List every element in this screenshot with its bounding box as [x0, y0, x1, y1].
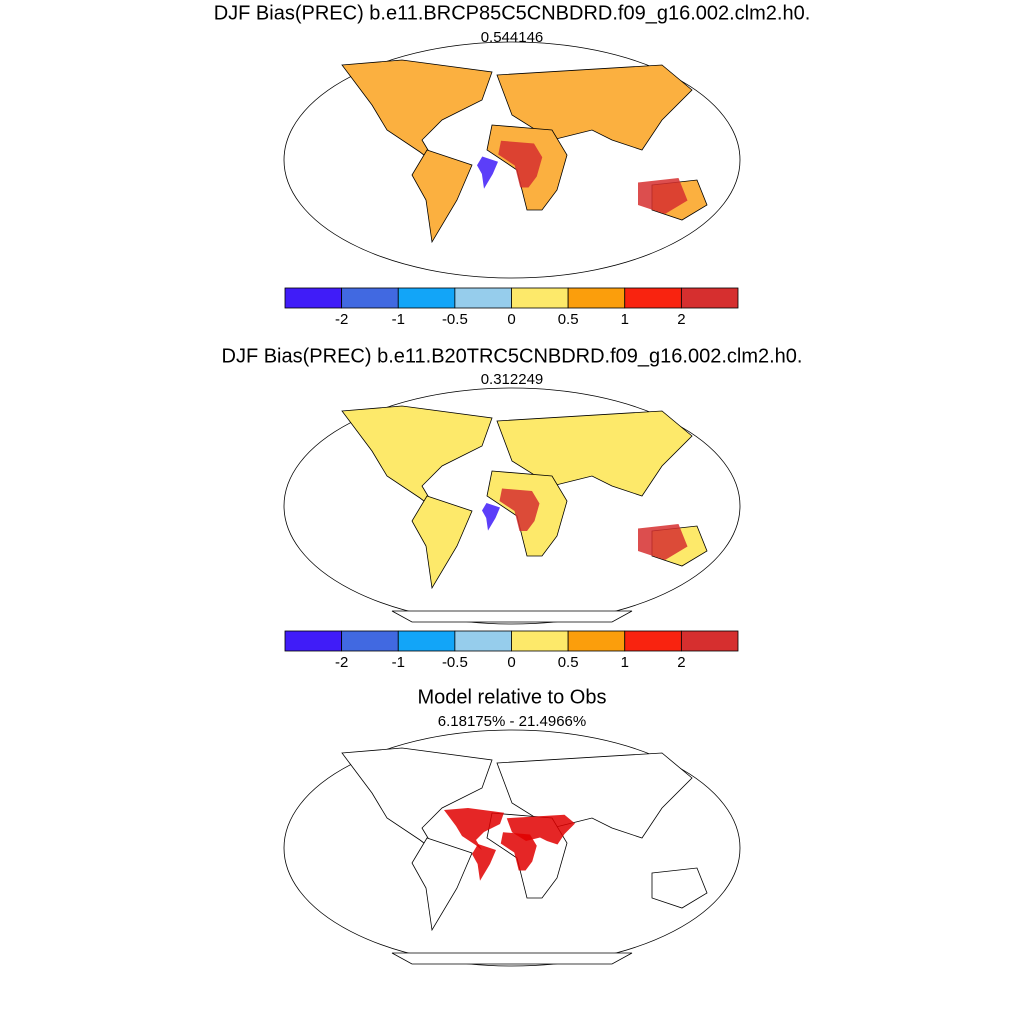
panel-subtitle: 0.544146: [481, 29, 544, 46]
colorbar-label: 2: [677, 654, 685, 671]
panel-title: DJF Bias(PREC) b.e11.B20TRC5CNBDRD.f09_g…: [222, 345, 803, 367]
colorbar-label: -1: [392, 654, 405, 671]
colorbar-label: -2: [335, 654, 348, 671]
colorbar-box: [624, 630, 682, 652]
colorbar-label: 2: [677, 311, 685, 328]
map: [283, 41, 741, 279]
colorbar-box: [454, 630, 512, 652]
colorbar-box: [397, 287, 456, 309]
panel-title: Model relative to Obs: [418, 686, 607, 708]
colorbar-label: 0: [507, 654, 515, 671]
colorbar-box: [567, 287, 626, 309]
colorbar-box: [284, 287, 343, 309]
map: [283, 387, 741, 625]
antarctica: [391, 610, 633, 623]
colorbar-label: 0.5: [558, 654, 579, 671]
panel-title: DJF Bias(PREC) b.e11.BRCP85C5CNBDRD.f09_…: [214, 2, 811, 24]
colorbar-label: -0.5: [442, 311, 468, 328]
panel-subtitle: 0.312249: [481, 371, 544, 388]
panel-subtitle: 6.18175% - 21.4966%: [438, 713, 586, 730]
antarctica: [391, 952, 633, 965]
colorbar-box: [397, 630, 456, 652]
colorbar-label: 1: [621, 311, 629, 328]
colorbar-box: [511, 287, 569, 309]
colorbar-box: [680, 287, 739, 309]
colorbar-box: [341, 287, 399, 309]
colorbar-box: [341, 630, 399, 652]
colorbar-box: [624, 287, 682, 309]
colorbar-label: 0: [507, 311, 515, 328]
colorbar-box: [284, 630, 343, 652]
colorbar-box: [567, 630, 626, 652]
colorbar-box: [511, 630, 569, 652]
map: [283, 729, 741, 967]
colorbar-label: -0.5: [442, 654, 468, 671]
colorbar-box: [454, 287, 512, 309]
colorbar-label: 0.5: [558, 311, 579, 328]
colorbar-label: -1: [392, 311, 405, 328]
colorbar-box: [680, 630, 739, 652]
colorbar-label: -2: [335, 311, 348, 328]
colorbar-label: 1: [621, 654, 629, 671]
